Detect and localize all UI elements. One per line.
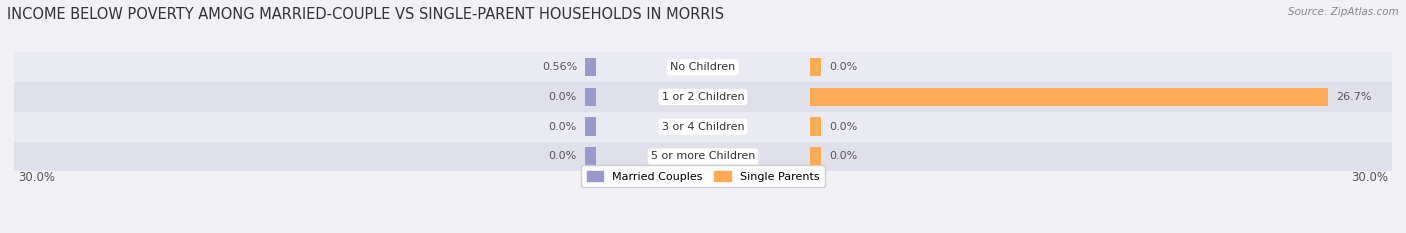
Text: 0.0%: 0.0% — [830, 151, 858, 161]
Bar — [14, 82, 1392, 112]
Bar — [14, 52, 1392, 82]
Text: 0.56%: 0.56% — [543, 62, 578, 72]
Bar — [810, 88, 1327, 106]
Bar — [14, 112, 1392, 142]
Bar — [585, 117, 596, 136]
Legend: Married Couples, Single Parents: Married Couples, Single Parents — [581, 165, 825, 187]
Bar — [585, 58, 596, 76]
Bar — [810, 117, 821, 136]
Bar — [810, 58, 821, 76]
Text: 0.0%: 0.0% — [548, 122, 576, 132]
Text: 26.7%: 26.7% — [1336, 92, 1371, 102]
Text: 0.0%: 0.0% — [830, 62, 858, 72]
Bar — [585, 88, 596, 106]
Text: 1 or 2 Children: 1 or 2 Children — [662, 92, 744, 102]
Bar — [14, 142, 1392, 171]
Text: 0.0%: 0.0% — [548, 92, 576, 102]
Text: 3 or 4 Children: 3 or 4 Children — [662, 122, 744, 132]
Text: No Children: No Children — [671, 62, 735, 72]
Bar — [810, 147, 821, 166]
Text: 5 or more Children: 5 or more Children — [651, 151, 755, 161]
Text: 0.0%: 0.0% — [548, 151, 576, 161]
Text: 30.0%: 30.0% — [18, 171, 55, 184]
Text: INCOME BELOW POVERTY AMONG MARRIED-COUPLE VS SINGLE-PARENT HOUSEHOLDS IN MORRIS: INCOME BELOW POVERTY AMONG MARRIED-COUPL… — [7, 7, 724, 22]
Text: 0.0%: 0.0% — [830, 122, 858, 132]
Bar — [585, 147, 596, 166]
Text: 30.0%: 30.0% — [1351, 171, 1388, 184]
Text: Source: ZipAtlas.com: Source: ZipAtlas.com — [1288, 7, 1399, 17]
